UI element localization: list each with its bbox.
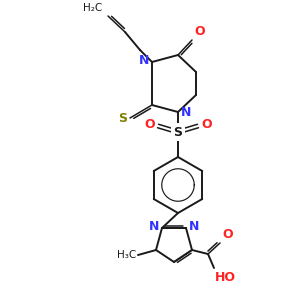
Text: O: O — [194, 25, 205, 38]
Text: O: O — [222, 228, 232, 241]
Text: N: N — [181, 106, 191, 119]
Text: O: O — [201, 118, 211, 131]
Text: N: N — [189, 220, 200, 233]
Text: S: S — [173, 125, 182, 139]
Text: H₃C: H₃C — [117, 250, 136, 260]
Text: O: O — [144, 118, 155, 131]
Text: S: S — [118, 112, 127, 125]
Text: H₂C: H₂C — [83, 3, 102, 13]
Text: N: N — [148, 220, 159, 233]
Text: HO: HO — [215, 271, 236, 284]
Text: N: N — [139, 55, 149, 68]
